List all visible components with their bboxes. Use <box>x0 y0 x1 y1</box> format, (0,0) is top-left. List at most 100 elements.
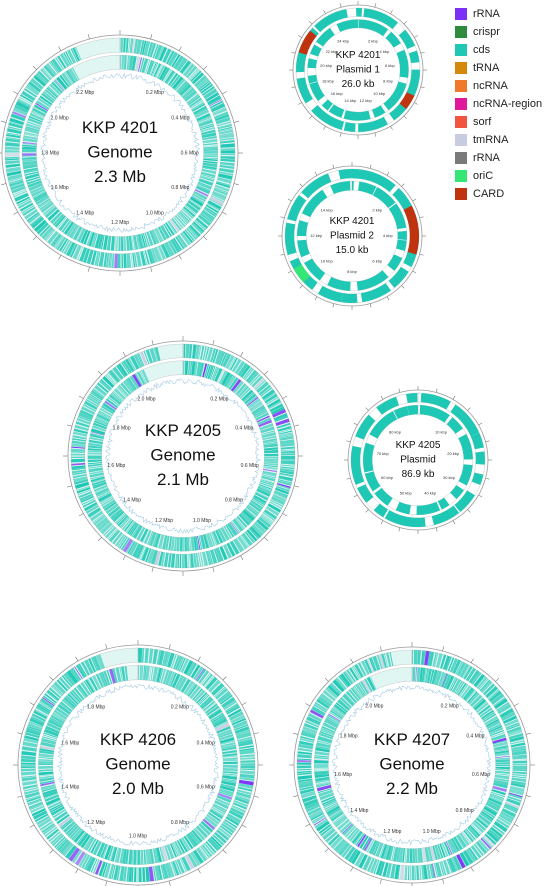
feature-arc <box>463 830 474 843</box>
feature-arc <box>206 347 214 362</box>
feature-arc <box>52 712 66 722</box>
feature-arc <box>278 478 293 482</box>
feature-arc <box>213 548 220 563</box>
feature-arc <box>234 360 246 375</box>
feature-arc <box>275 487 290 495</box>
feature-arc <box>72 471 87 476</box>
feature-arc <box>229 357 238 371</box>
feature-arc <box>240 755 255 758</box>
feature-arc <box>34 813 49 822</box>
feature-arc <box>447 657 455 672</box>
feature-arc <box>509 736 524 742</box>
feature-arc <box>204 675 215 688</box>
feature-arc <box>154 228 162 243</box>
feature-arc <box>170 238 181 253</box>
feature-arc <box>381 653 387 668</box>
feature-arc <box>53 80 65 92</box>
feature-arc <box>511 777 527 782</box>
feature-arc <box>212 684 225 696</box>
feature-arc <box>394 864 400 880</box>
feature-arc <box>349 667 359 681</box>
feature-arc <box>182 230 194 244</box>
feature-arc <box>281 459 295 461</box>
feature-arc <box>350 687 361 700</box>
feature-arc <box>162 651 170 667</box>
feature-arc <box>264 462 278 465</box>
feature-arc <box>21 775 37 778</box>
scale-label: 1.4 Mbp <box>61 784 79 790</box>
feature-arc <box>490 729 504 736</box>
feature-arc <box>127 357 136 371</box>
feature-arc <box>497 817 511 826</box>
scale-label: 18 kbp <box>322 78 335 83</box>
feature-arc <box>252 407 266 416</box>
feature-arc <box>465 667 475 681</box>
feature-arc <box>439 861 445 876</box>
feature-arc <box>230 522 239 534</box>
feature-arc <box>357 662 367 677</box>
feature-arc <box>136 39 143 55</box>
feature-arc <box>212 834 225 846</box>
feature-arc <box>74 479 89 485</box>
feature-arc <box>188 344 193 359</box>
scale-label: 12 kbp <box>360 98 373 103</box>
feature-arc <box>216 180 231 187</box>
feature-arc <box>39 224 51 237</box>
feature-arc <box>510 742 526 748</box>
tick-mark <box>380 520 384 525</box>
feature-arc <box>502 715 517 724</box>
feature-arc <box>117 253 121 268</box>
feature-arc <box>278 432 293 438</box>
feature-arc <box>33 104 48 114</box>
feature-arc <box>301 792 316 799</box>
feature-arc <box>131 56 137 71</box>
feature-arc <box>219 132 234 137</box>
feature-arc <box>109 530 121 542</box>
feature-arc <box>212 107 226 114</box>
feature-arc <box>375 860 383 876</box>
feature-arc <box>511 745 526 751</box>
tick-mark <box>293 732 299 735</box>
feature-arc <box>95 655 103 670</box>
feature-arc <box>5 136 21 141</box>
feature-arc <box>233 518 244 532</box>
feature-arc <box>297 768 312 771</box>
feature-arc <box>314 818 328 829</box>
feature-arc <box>218 691 232 704</box>
feature-arc <box>302 726 318 734</box>
feature-arc <box>225 524 235 538</box>
feature-arc <box>379 843 385 858</box>
feature-arc <box>99 407 113 417</box>
feature-arc <box>162 535 168 550</box>
feature-arc <box>103 525 115 536</box>
feature-arc <box>89 393 102 403</box>
feature-arc <box>149 230 157 245</box>
feature-arc <box>69 243 77 257</box>
feature-arc <box>108 529 119 541</box>
size-label: 2.0 Mb <box>112 779 164 798</box>
tick-mark <box>78 513 84 517</box>
feature-arc <box>297 239 310 258</box>
feature-arc <box>322 690 336 702</box>
scale-label: 2.0 Mbp <box>138 397 156 403</box>
feature-arc <box>166 50 175 65</box>
feature-arc <box>414 848 418 863</box>
feature-arc <box>481 709 495 720</box>
feature-arc <box>209 809 224 820</box>
feature-arc <box>204 702 216 712</box>
feature-arc <box>223 699 237 711</box>
feature-arc <box>123 866 127 882</box>
feature-arc <box>198 345 202 360</box>
feature-arc <box>82 248 91 263</box>
feature-arc <box>140 251 147 266</box>
feature-arc <box>276 422 291 429</box>
scale-label: 60 kbp <box>381 475 394 480</box>
feature-arc <box>39 750 54 755</box>
feature-arc <box>130 355 140 370</box>
feature-arc <box>76 227 84 241</box>
feature-arc <box>80 229 89 244</box>
feature-arc <box>8 122 23 129</box>
feature-arc <box>118 384 129 397</box>
feature-arc <box>196 668 207 682</box>
feature-arc <box>191 536 195 551</box>
